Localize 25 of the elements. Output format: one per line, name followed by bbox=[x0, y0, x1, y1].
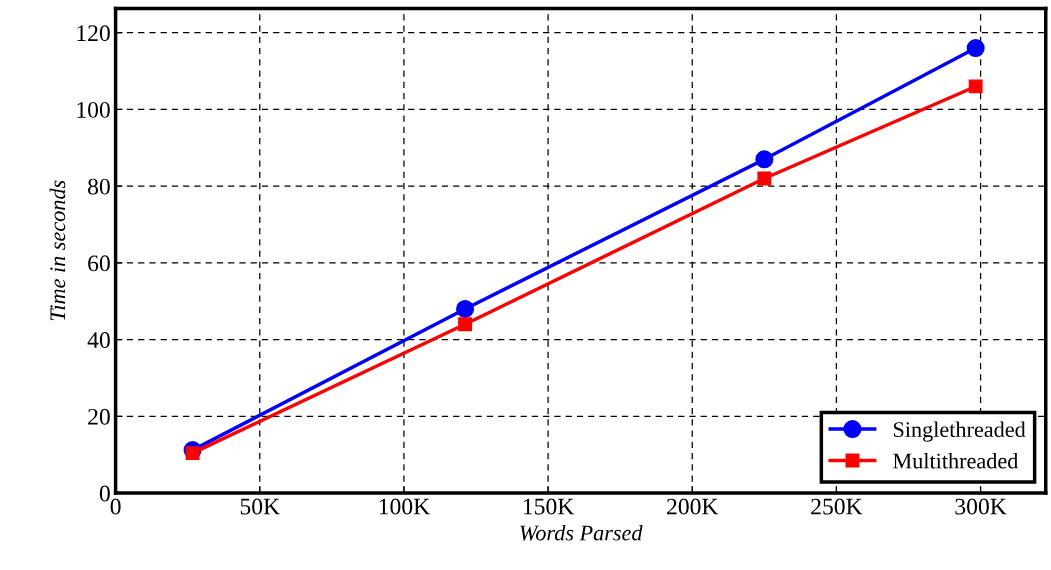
legend-label: Multithreaded bbox=[893, 452, 1019, 469]
x-tick-label: 0 bbox=[110, 498, 121, 515]
point bbox=[456, 299, 475, 318]
y-tick-label: 40 bbox=[87, 332, 110, 349]
point bbox=[458, 317, 473, 332]
y-tick-label: 120 bbox=[77, 25, 110, 42]
y-tick-label: 100 bbox=[77, 101, 110, 118]
x-tick-label: 200K bbox=[667, 498, 719, 515]
point bbox=[757, 171, 772, 186]
point bbox=[185, 446, 200, 461]
y-tick-label: 20 bbox=[88, 408, 110, 425]
x-tick-label: 250K bbox=[811, 498, 863, 515]
point bbox=[755, 150, 774, 169]
y-tick-label: 80 bbox=[88, 178, 110, 195]
x-tick-label: 50K bbox=[240, 498, 280, 515]
x-axis-title: Words Parsed bbox=[520, 524, 643, 541]
legend-label: Singlethreaded bbox=[893, 421, 1026, 442]
x-tick-label: 300K bbox=[955, 498, 1007, 515]
x-tick-label: 100K bbox=[379, 498, 430, 515]
point bbox=[966, 39, 985, 58]
y-tick-label: 0 bbox=[99, 485, 110, 502]
x-tick-label: 150K bbox=[523, 498, 575, 515]
point bbox=[968, 79, 983, 94]
y-axis-title: Time in seconds bbox=[49, 180, 66, 321]
y-tick-label: 60 bbox=[88, 255, 110, 272]
